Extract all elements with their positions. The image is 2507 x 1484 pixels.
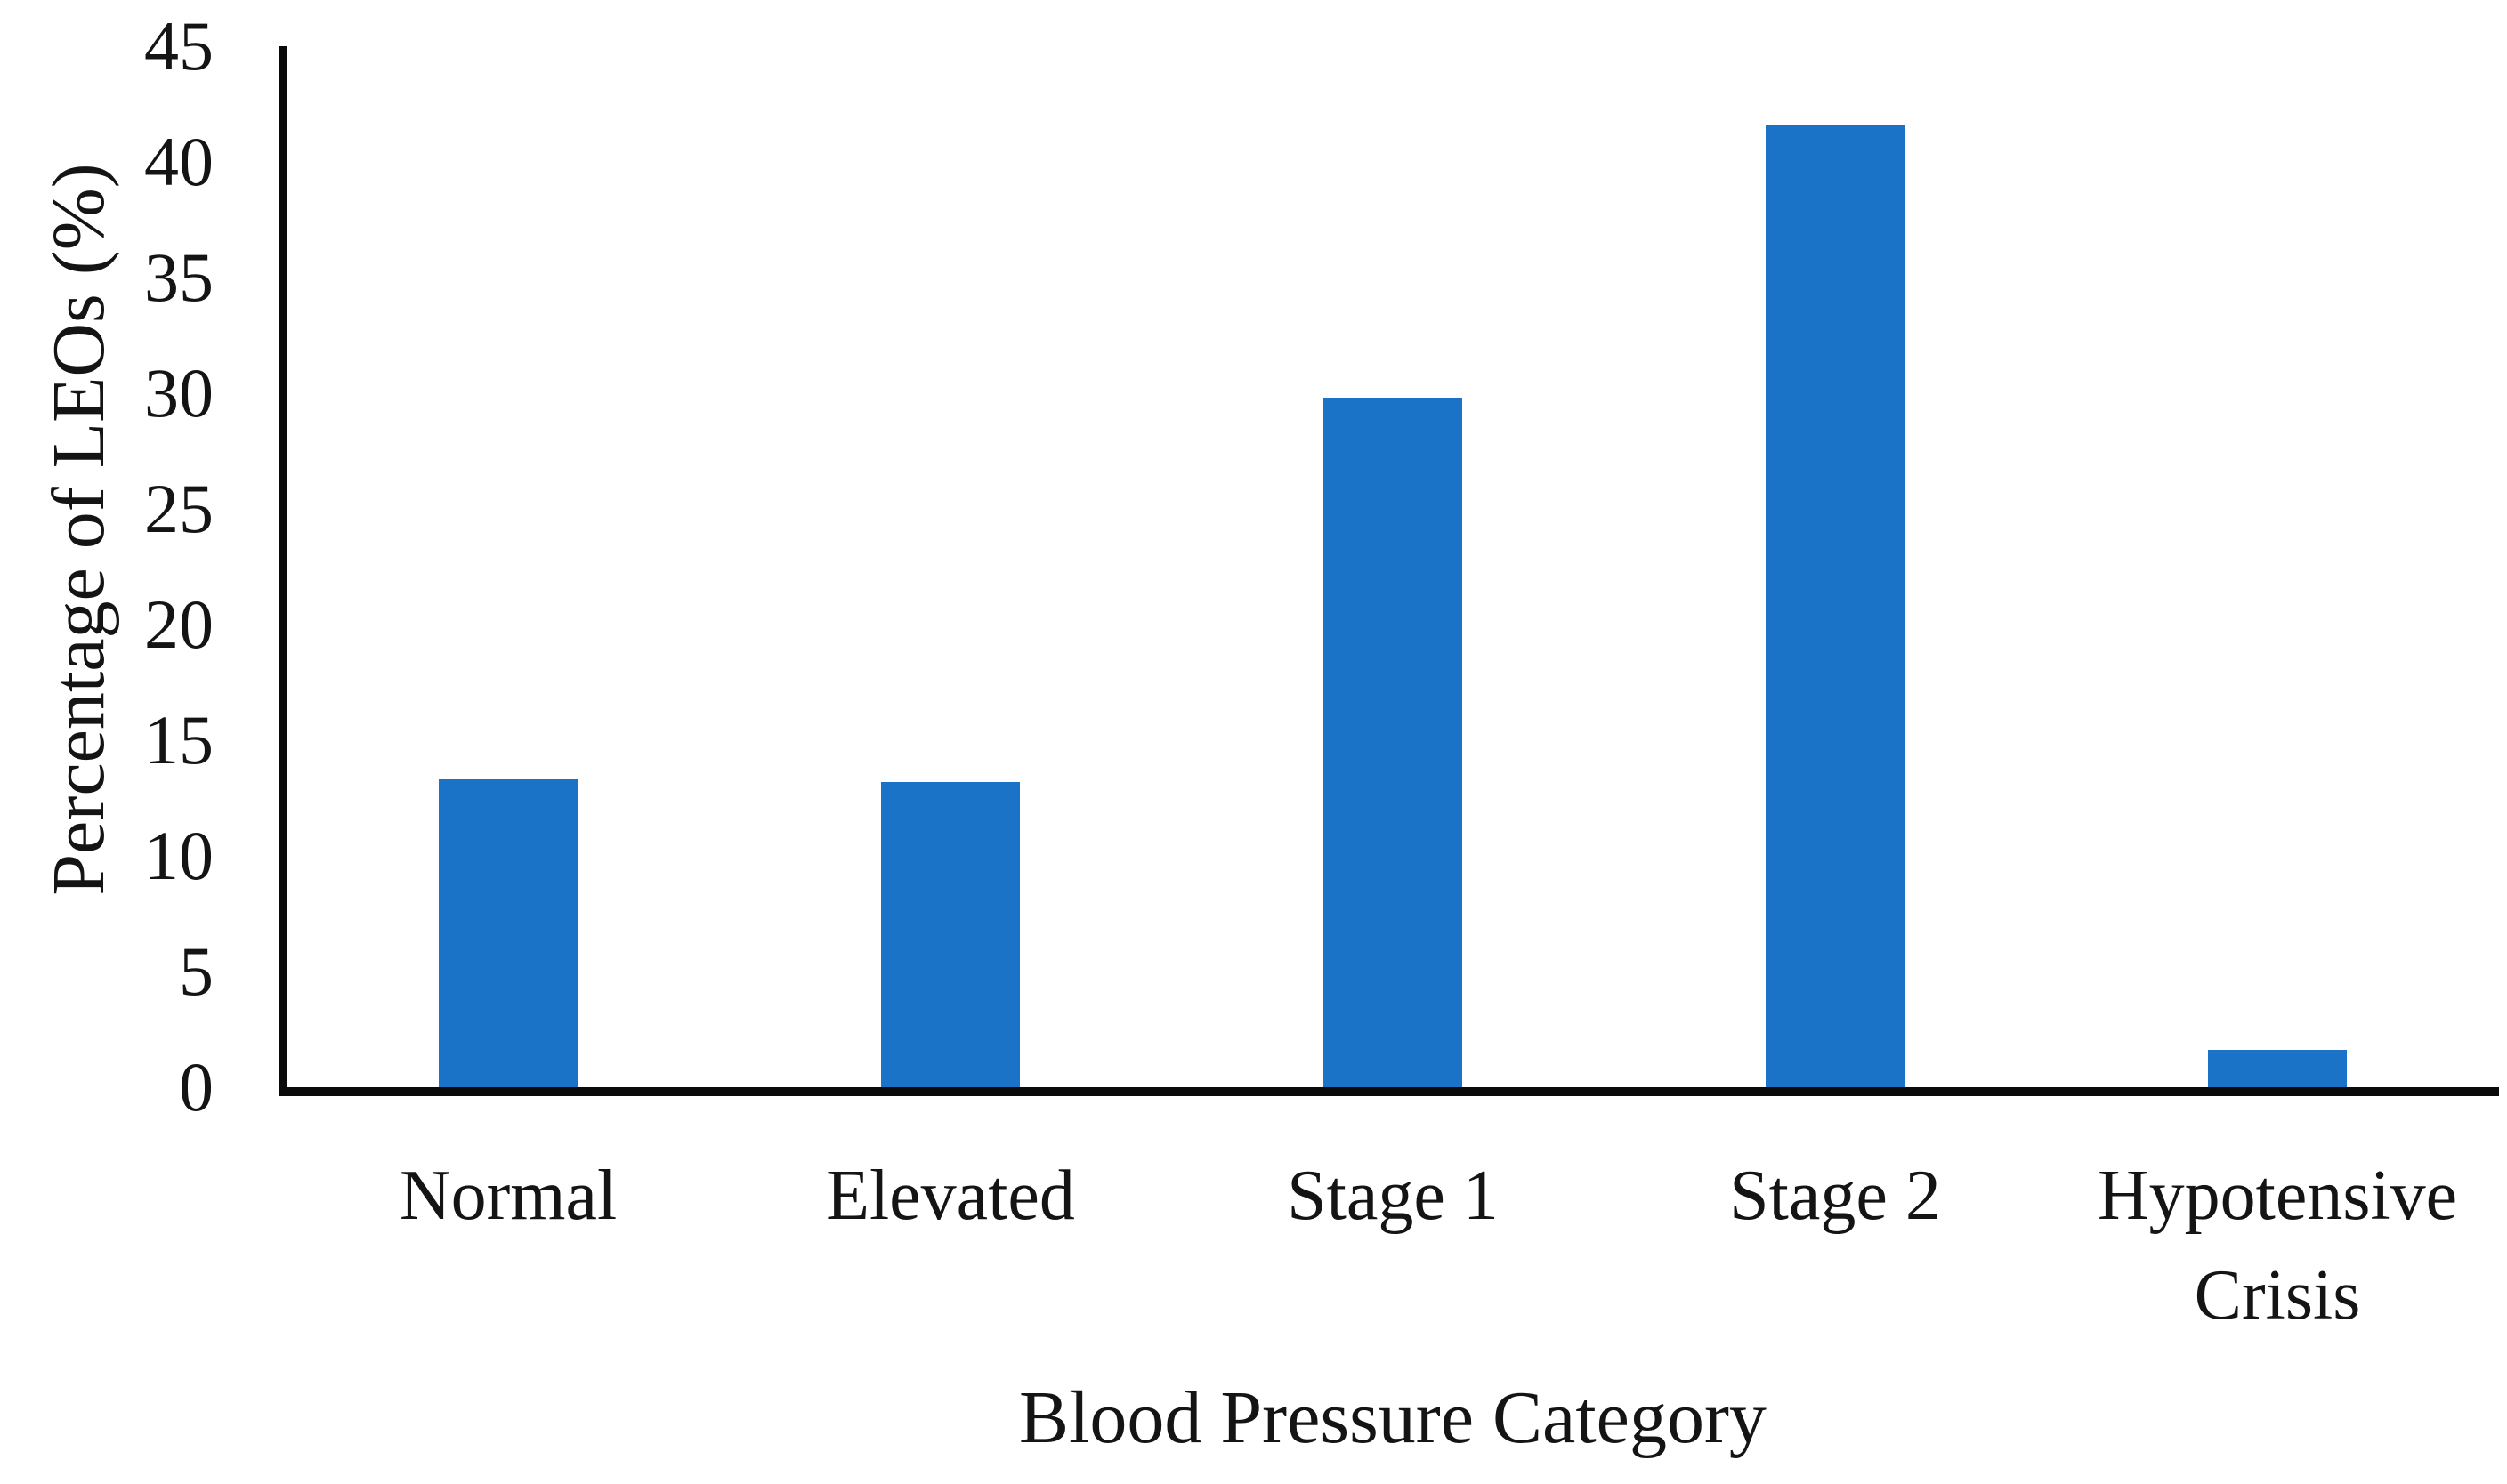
bar-hypotensive-crisis: [2208, 1050, 2347, 1087]
y-tick-label: 5: [179, 932, 214, 1010]
y-tick-label: 45: [144, 7, 214, 85]
bar-normal: [439, 779, 578, 1087]
y-tick-label: 35: [144, 238, 214, 316]
x-category-label: Hypotensive Crisis: [2097, 1157, 2458, 1335]
x-axis-title: Blood Pressure Category: [1019, 1376, 1767, 1459]
y-tick-label: 40: [144, 123, 214, 200]
y-tick-label: 25: [144, 470, 214, 547]
y-tick-label: 10: [144, 817, 214, 894]
bar-stage-1: [1323, 398, 1462, 1087]
x-category-label: Elevated: [826, 1157, 1075, 1235]
x-category-label: Stage 2: [1729, 1157, 1941, 1235]
bar-elevated: [881, 782, 1020, 1087]
y-tick-label: 30: [144, 354, 214, 431]
y-tick-label: 15: [144, 701, 214, 778]
x-category-label: Normal: [399, 1157, 618, 1235]
y-tick-label: 0: [179, 1048, 214, 1125]
bar-stage-2: [1766, 125, 1905, 1087]
y-tick-label: 20: [144, 585, 214, 663]
y-axis-line: [279, 46, 287, 1096]
x-category-label: Stage 1: [1287, 1157, 1499, 1235]
x-axis-line: [279, 1087, 2499, 1096]
